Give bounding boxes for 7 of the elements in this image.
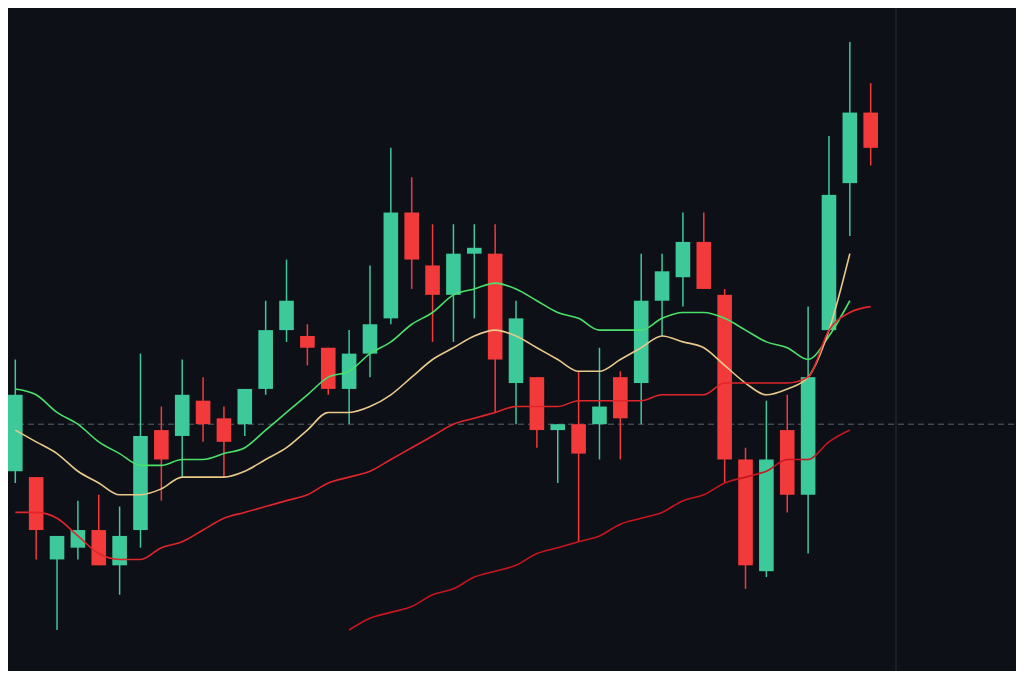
candlestick [466,223,482,320]
candlestick [49,535,65,631]
candlestick [550,423,566,484]
candlestick [592,347,607,461]
candlestick [300,323,315,367]
candlestick [195,376,211,443]
candlestick [216,405,232,478]
